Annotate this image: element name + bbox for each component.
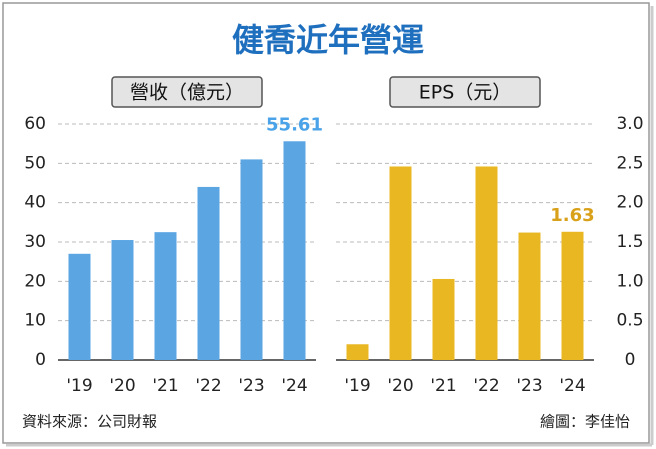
y-tick-label: 10 (24, 311, 46, 331)
bar (389, 166, 412, 360)
y-tick-label: 0 (35, 350, 46, 370)
y-tick-label: 0.5 (616, 311, 643, 331)
page-title: 健喬近年營運 (232, 21, 424, 59)
frame (2, 2, 650, 444)
bar (432, 278, 455, 360)
y-tick-label: 1.0 (616, 271, 643, 291)
value-label: 1.63 (550, 205, 594, 226)
x-tick-label: '24 (281, 376, 307, 396)
value-label: 55.61 (266, 114, 323, 135)
y-tick-label: 60 (24, 114, 46, 134)
bar (283, 141, 306, 360)
x-tick-label: '23 (516, 376, 542, 396)
bar (68, 253, 91, 360)
x-tick-label: '22 (195, 376, 221, 396)
bar (518, 232, 541, 360)
subtitle-box (111, 76, 263, 108)
bar (561, 231, 584, 360)
y-tick-label: 1.5 (616, 232, 643, 252)
y-tick-label: 0 (625, 350, 636, 370)
bar (197, 186, 220, 360)
bar (240, 159, 263, 360)
bar (475, 166, 498, 360)
bar (346, 344, 369, 360)
y-tick-label: 20 (24, 271, 46, 291)
bar (154, 232, 177, 360)
subtitle-box (389, 76, 541, 108)
y-tick-label: 40 (24, 193, 46, 213)
y-tick-label: 30 (24, 232, 46, 252)
x-tick-label: '20 (109, 376, 135, 396)
y-tick-label: 2.5 (616, 153, 643, 173)
x-tick-label: '22 (473, 376, 499, 396)
bar (111, 240, 134, 360)
subtitle: EPS（元） (419, 82, 512, 104)
x-tick-label: '19 (66, 376, 92, 396)
subtitle: 營收（億元） (130, 82, 244, 104)
y-tick-label: 50 (24, 153, 46, 173)
x-tick-label: '23 (238, 376, 264, 396)
x-tick-label: '21 (152, 376, 178, 396)
y-tick-label: 3.0 (616, 114, 643, 134)
source: 資料來源：公司財報 (22, 413, 157, 431)
x-tick-label: '21 (430, 376, 456, 396)
x-tick-label: '19 (344, 376, 370, 396)
y-tick-label: 2.0 (616, 193, 643, 213)
x-tick-label: '24 (559, 376, 585, 396)
credit: 繪圖：李佳怡 (540, 413, 630, 431)
x-tick-label: '20 (387, 376, 413, 396)
